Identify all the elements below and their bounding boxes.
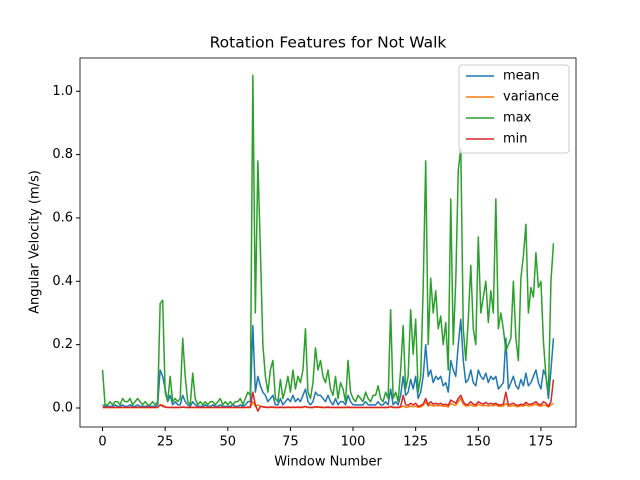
y-axis-label: Angular Velocity (m/s) [28, 170, 43, 314]
x-tick-label: 50 [220, 435, 237, 450]
legend-box [458, 64, 570, 154]
legend-label: mean [503, 69, 540, 84]
chart-title: Rotation Features for Not Walk [210, 34, 447, 52]
series-line [101, 74, 555, 406]
y-tick-label: 0.0 [52, 400, 73, 415]
x-tick-label: 100 [341, 435, 366, 450]
legend-label: variance [503, 90, 559, 105]
legend-label: min [503, 132, 528, 147]
y-tick-label: 0.8 [52, 147, 73, 162]
x-tick-label: 75 [282, 435, 299, 450]
y-tick-label: 0.4 [52, 274, 73, 289]
plot-frame [79, 57, 577, 428]
series-line [102, 318, 555, 408]
x-axis-label: Window Number [274, 455, 382, 470]
x-tick-label: 125 [403, 435, 428, 450]
x-tick-label: 0 [98, 435, 106, 450]
x-tick-label: 25 [157, 435, 174, 450]
y-tick-label: 1.0 [52, 84, 73, 99]
legend-label: max [503, 111, 532, 126]
y-tick-label: 0.2 [52, 337, 73, 352]
series-line [102, 379, 555, 412]
y-tick-label: 0.6 [52, 210, 73, 225]
x-tick-label: 175 [529, 435, 554, 450]
x-tick-label: 150 [466, 435, 491, 450]
